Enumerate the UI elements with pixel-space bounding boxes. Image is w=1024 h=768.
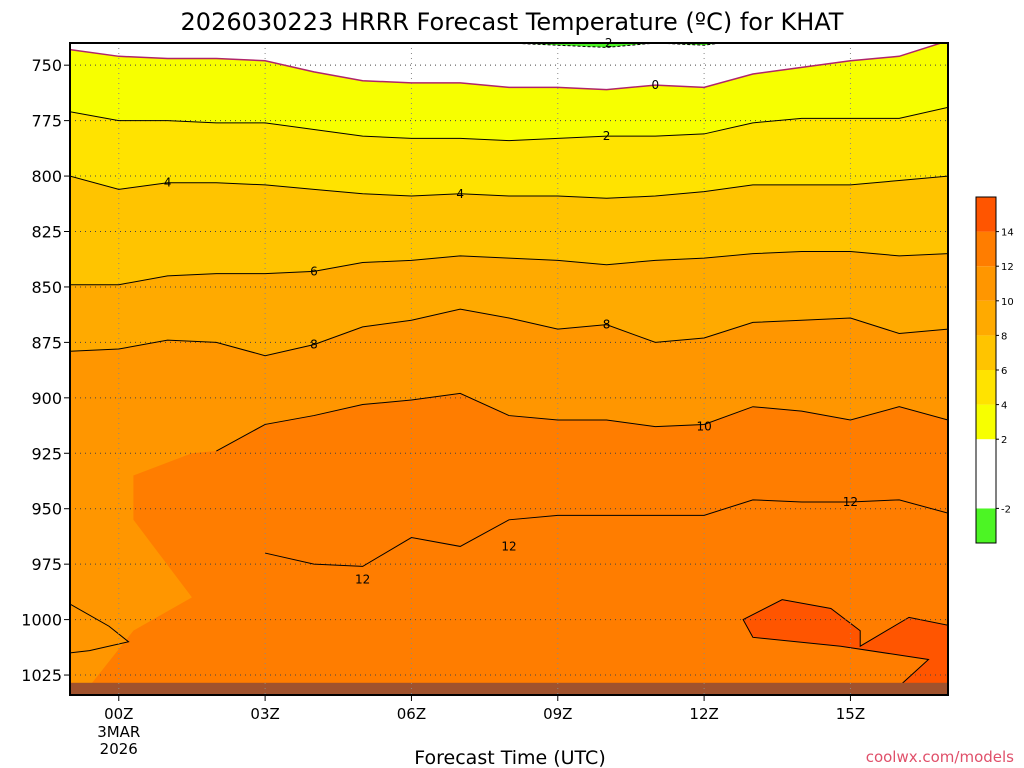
chart-title: 2026030223 HRRR Forecast Temperature (ºC… — [181, 8, 844, 36]
x-tick-label-06Z: 06Z — [397, 705, 426, 723]
x-tick-label-03Z: 03Z — [250, 705, 279, 723]
isotherm-label-12-2: 12 — [843, 495, 858, 509]
ground-strip — [70, 682, 948, 695]
isotherm-label-2-0: 2 — [603, 129, 611, 143]
colorbar-label-2: 2 — [1001, 435, 1007, 446]
y-tick-label-925: 925 — [31, 444, 62, 463]
y-tick-label-750: 750 — [31, 56, 62, 75]
credit-text: coolwx.com/models — [866, 748, 1014, 766]
colorbar-swatch-12-14 — [976, 231, 996, 267]
colorbar-label-10: 10 — [1001, 297, 1014, 308]
isotherm-label-0-0: 0 — [652, 78, 660, 92]
isotherm-label-8-1: 8 — [603, 318, 611, 332]
isotherm-label-10-0: 10 — [696, 420, 711, 434]
temperature-fills — [70, 43, 948, 695]
colorbar-label-6: 6 — [1001, 366, 1007, 377]
isotherm-8 — [70, 308, 948, 357]
isotherm-0 — [70, 43, 944, 91]
x-tick-label-00Z: 00Z — [104, 705, 133, 723]
colorbar-label--2: -2 — [1001, 504, 1011, 515]
colorbar-swatch-8-10 — [976, 300, 996, 336]
colorbar-swatch--2-2 — [976, 439, 996, 509]
isotherm-lines — [70, 43, 948, 567]
y-tick-label-875: 875 — [31, 333, 62, 352]
isotherm-10 — [216, 392, 948, 452]
x-tick-label-15Z: 15Z — [836, 705, 865, 723]
y-tick-label-1000: 1000 — [21, 611, 62, 630]
x-tick-date: 3MAR — [97, 723, 140, 741]
colorbar-swatch-2-4 — [976, 404, 996, 440]
y-tick-label-775: 775 — [31, 112, 62, 131]
colorbar-label-8: 8 — [1001, 331, 1007, 342]
isotherm-label-4-0: 4 — [164, 176, 172, 190]
colorbar: -2 2 4 6 8 10 12 14 — [975, 196, 1014, 544]
isotherm-6 — [70, 250, 948, 286]
isotherm-4 — [70, 175, 948, 199]
isotherm-label-8-0: 8 — [310, 338, 318, 352]
colorbar-label-12: 12 — [1001, 262, 1014, 273]
plot-frame — [69, 42, 949, 696]
isotherm-label-6-0: 6 — [310, 264, 318, 278]
x-tick-year: 2026 — [100, 740, 138, 758]
grid-lines — [70, 43, 948, 695]
y-tick-label-850: 850 — [31, 278, 62, 297]
fill-cool-pocket — [70, 603, 130, 654]
isotherm-2 — [70, 106, 948, 142]
y-tick-label-900: 900 — [31, 389, 62, 408]
colorbar-label-4: 4 — [1001, 401, 1007, 412]
isotherm-12 — [265, 499, 948, 567]
colorbar-label-14: 14 — [1001, 228, 1014, 239]
colorbar-swatch--4--2 — [976, 508, 996, 543]
y-tick-label-800: 800 — [31, 167, 62, 186]
colorbar-swatch-4-6 — [976, 370, 996, 405]
x-tick-label-12Z: 12Z — [689, 705, 718, 723]
colorbar-swatch-10-12 — [976, 266, 996, 301]
isotherm-label-4-1: 4 — [456, 187, 464, 201]
fill-14-16 — [742, 599, 948, 687]
y-tick-label-825: 825 — [31, 223, 62, 242]
x-axis-label: Forecast Time (UTC) — [414, 747, 605, 768]
x-tick-label-09Z: 09Z — [543, 705, 572, 723]
y-tick-label-975: 975 — [31, 555, 62, 574]
y-tick-label-1025: 1025 — [21, 666, 62, 685]
y-tick-label-950: 950 — [31, 500, 62, 519]
isotherm-label-12-0: 12 — [501, 539, 516, 553]
colorbar-swatch-14-16 — [976, 197, 996, 232]
fill-above-0 — [70, 43, 942, 90]
isotherm-label-12-1: 12 — [355, 573, 370, 587]
colorbar-swatch-6-8 — [976, 335, 996, 370]
y-axis: 750 775 800 825 850 875 900 925 950 975 1000 1025 — [21, 56, 70, 685]
isotherm--2 — [449, 43, 725, 48]
